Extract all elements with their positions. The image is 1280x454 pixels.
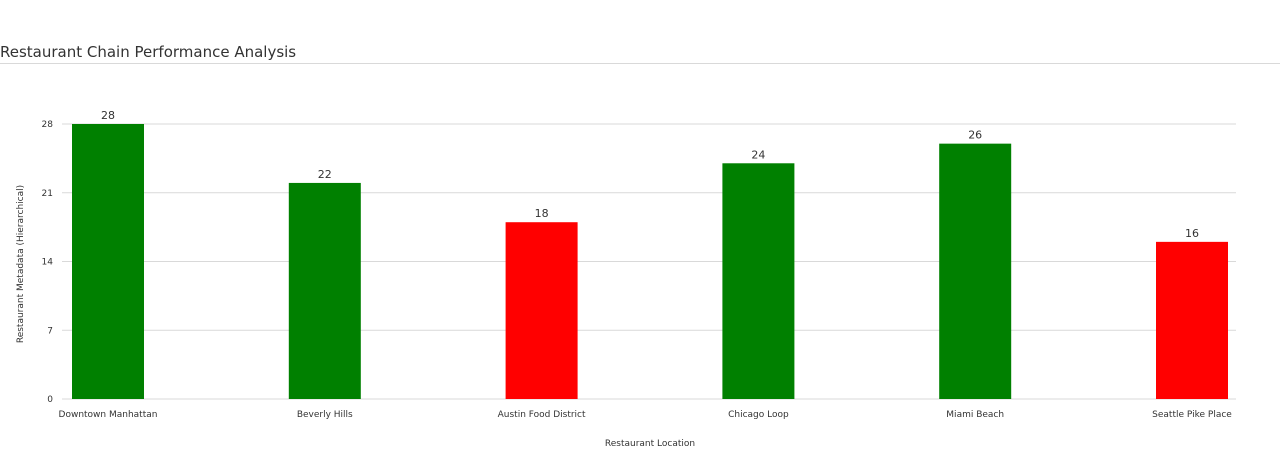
bar[interactable] xyxy=(505,222,578,399)
data-label: 22 xyxy=(318,168,332,181)
bar[interactable] xyxy=(288,182,361,399)
data-label: 24 xyxy=(751,148,765,161)
y-tick-label: 14 xyxy=(42,258,54,268)
bar[interactable] xyxy=(722,163,795,399)
x-tick-label: Seattle Pike Place xyxy=(1152,410,1232,420)
bars xyxy=(72,124,1228,399)
data-labels: 28 22 18 24 26 16 xyxy=(101,109,1199,240)
y-axis-title: Restaurant Metadata (Hierarchical) xyxy=(16,185,26,343)
x-tick-label: Chicago Loop xyxy=(728,410,789,420)
data-label: 26 xyxy=(968,129,982,142)
y-tick-label: 7 xyxy=(47,326,53,336)
y-tick-label: 21 xyxy=(42,189,53,199)
data-label: 18 xyxy=(535,207,549,220)
x-axis-ticks: Downtown Manhattan Beverly Hills Austin Fo… xyxy=(59,410,1233,420)
bar[interactable] xyxy=(1156,241,1228,399)
gridlines xyxy=(62,123,1236,400)
y-tick-label: 0 xyxy=(47,395,53,405)
page-title: Restaurant Chain Performance Analysis xyxy=(0,43,297,61)
x-axis-title: Restaurant Location xyxy=(605,439,695,449)
bar[interactable] xyxy=(72,124,144,399)
y-tick-label: 28 xyxy=(42,120,54,130)
x-tick-label: Downtown Manhattan xyxy=(59,410,158,420)
x-tick-label: Beverly Hills xyxy=(297,410,353,420)
bar[interactable] xyxy=(939,143,1012,399)
x-tick-label: Miami Beach xyxy=(946,410,1004,420)
data-label: 16 xyxy=(1185,227,1199,240)
y-axis-ticks: 0 7 14 21 28 xyxy=(42,120,54,405)
data-label: 28 xyxy=(101,109,115,122)
chart-header: Restaurant Chain Performance Analysis xyxy=(0,36,1280,64)
x-tick-label: Austin Food District xyxy=(498,410,586,420)
